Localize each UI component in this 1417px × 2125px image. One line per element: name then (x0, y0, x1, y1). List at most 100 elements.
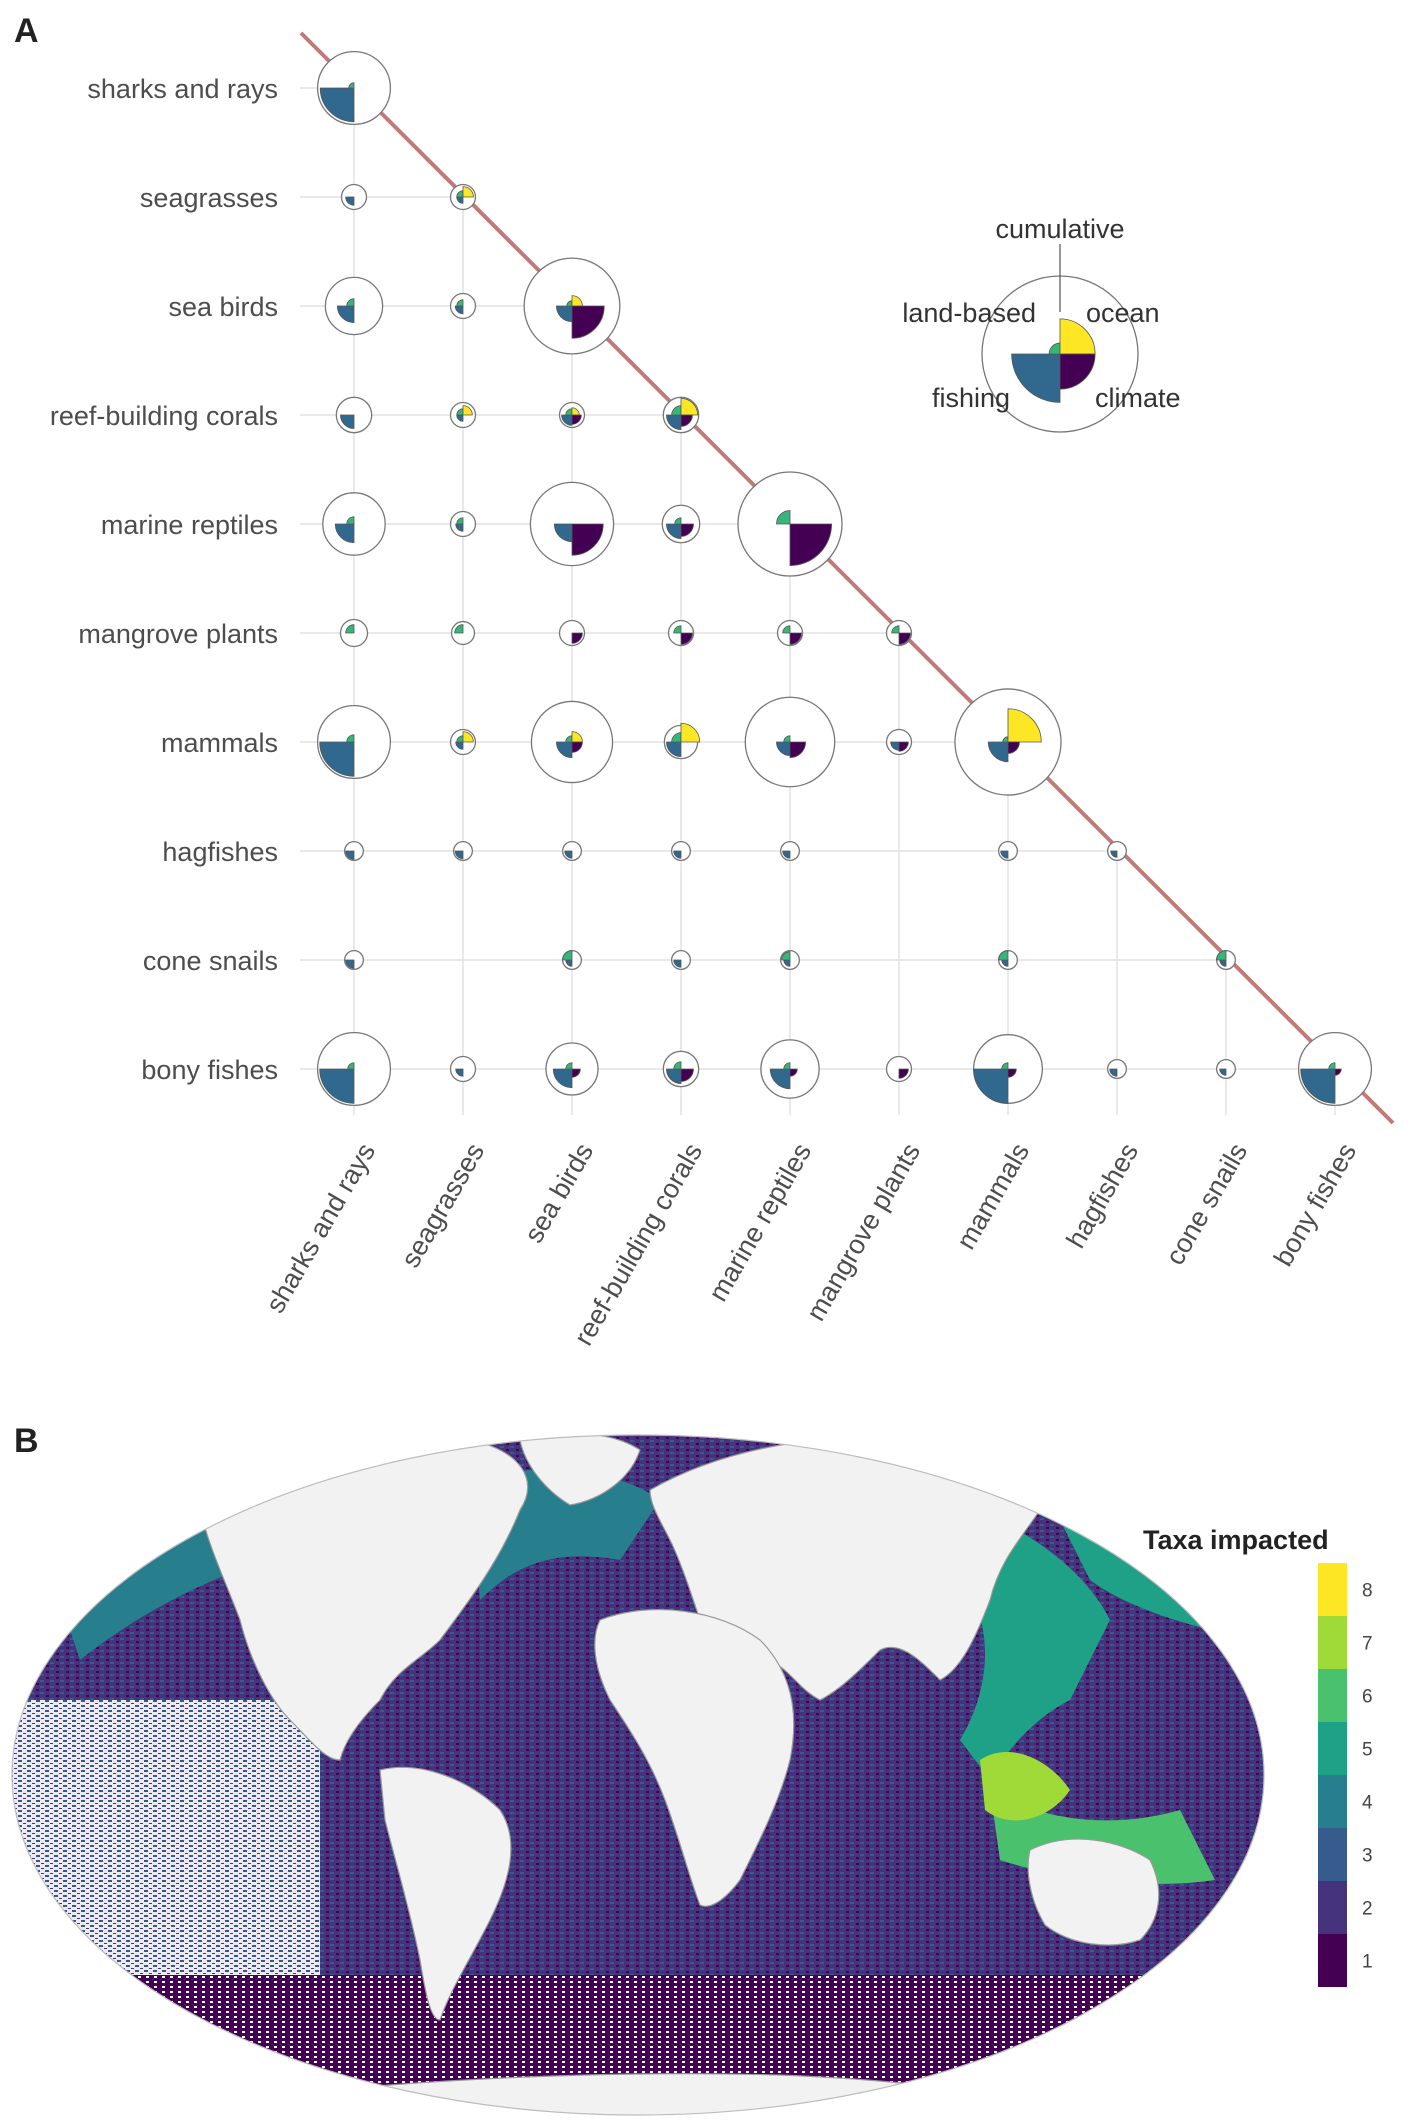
glyph-land-wedge (776, 510, 791, 525)
glyph-land-wedge (565, 1062, 573, 1070)
glyph-ocean-wedge (1007, 708, 1042, 743)
glyph-hagfishes-x-reef-building-corals (670, 840, 692, 862)
glyph-bony-fishes-x-seagrasses (449, 1055, 477, 1083)
glyph-fishing-wedge (454, 305, 464, 315)
glyph-fishing-wedge (336, 305, 355, 324)
matrix-grid (300, 87, 1336, 1115)
glyph-land-wedge (454, 624, 464, 634)
x-tick-sharks-and-rays: sharks and rays (260, 1138, 381, 1318)
coral-triangle (980, 1751, 1070, 1821)
glyph-climate-wedge (680, 523, 694, 537)
glyph-climate-wedge (789, 741, 807, 759)
glyph-land-wedge (998, 950, 1009, 961)
panel-a-letter: A (14, 12, 39, 50)
glyph-land-wedge (782, 625, 791, 634)
glyph-fishing-wedge (319, 87, 355, 123)
glyph-fishing-wedge (1110, 850, 1118, 858)
glyph-ocean-wedge (680, 722, 701, 743)
legend-glyph (981, 275, 1139, 433)
glyph-fishing-wedge (319, 1068, 355, 1104)
panel-b: B (11, 1422, 1373, 2116)
glyph-land-wedge (673, 1061, 682, 1070)
y-tick-marine-reptiles: marine reptiles (101, 510, 278, 540)
ocean-pacific-west (12, 1700, 320, 2000)
glyph-hagfishes-x-seagrasses (452, 840, 474, 862)
glyph-bony-fishes-x-marine-reptiles (760, 1039, 820, 1099)
glyph-matrix (316, 50, 1373, 1107)
glyph-sea-birds-x-sharks-and-rays (324, 276, 384, 336)
glyph-reef-building-corals-x-reef-building-corals (662, 396, 700, 434)
y-tick-mangrove-plants: mangrove plants (78, 619, 278, 649)
glyph-fishing-wedge (1109, 1068, 1118, 1077)
glyph-bony-fishes-x-sharks-and-rays (316, 1031, 392, 1107)
glyph-land-wedge (456, 299, 464, 307)
glyph-fishing-wedge (334, 523, 355, 544)
x-tick-bony-fishes: bony fishes (1268, 1138, 1362, 1271)
glyph-mangrove-plants-x-reef-building-corals (667, 619, 695, 647)
glyph-fishing-wedge (666, 1068, 682, 1084)
glyph-climate-wedge (571, 632, 583, 644)
glyph-sea-birds-x-seagrasses (449, 292, 477, 320)
glyph-mammals-x-sharks-and-rays (316, 704, 392, 780)
x-tick-labels: sharks and rays seagrasses sea birdsreef-b… (260, 1138, 1362, 1351)
glyph-climate-wedge (898, 1068, 909, 1079)
taxa-bin-3-swatch (1318, 1828, 1347, 1881)
taxa-bin-5-label: 5 (1362, 1740, 1373, 1761)
glyph-ocean-wedge (462, 731, 474, 743)
glyph-cone-snails-x-marine-reptiles (779, 949, 801, 971)
x-tick-seagrasses: seagrasses (395, 1138, 490, 1273)
glyph-fishing-wedge (564, 850, 573, 859)
taxa-bin-3-label: 3 (1362, 1846, 1373, 1867)
glyph-cone-snails-x-sea-birds (561, 949, 583, 971)
taxa-legend-bins: 1 2 3 4 5 6 7 8 (1318, 1563, 1373, 1987)
glyph-fishing-wedge (345, 850, 355, 860)
glyph-land-wedge (1216, 950, 1227, 961)
glyph-fishing-wedge (345, 959, 355, 969)
glyph-legend: cumulative land-based ocean fishing clim… (902, 214, 1181, 433)
glyph-fishing-wedge (1300, 1068, 1336, 1104)
glyph-climate-wedge (1007, 1068, 1017, 1078)
legend-climate-wedge (1059, 353, 1096, 390)
glyph-climate-wedge (898, 632, 911, 645)
glyph-land-wedge (783, 1062, 791, 1070)
x-tick-mangrove-plants: mangrove plants (800, 1138, 926, 1326)
glyph-cone-snails-x-reef-building-corals (670, 949, 692, 971)
taxa-bin-4-label: 4 (1362, 1793, 1373, 1814)
x-tick-marine-reptiles: marine reptiles (703, 1138, 818, 1306)
glyph-fishing-wedge (1219, 1068, 1227, 1076)
glyph-fishing-wedge (455, 523, 464, 532)
glyph-fishing-wedge (782, 850, 791, 859)
glyph-fishing-wedge (555, 741, 573, 759)
x-tick-sea-birds: sea birds (518, 1138, 599, 1248)
glyph-land-wedge (673, 625, 682, 634)
taxa-bin-6-label: 6 (1362, 1687, 1373, 1708)
glyph-sharks-and-rays-x-sharks-and-rays (316, 50, 392, 126)
x-tick-mammals: mammals (951, 1138, 1035, 1254)
glyph-reef-building-corals-x-sea-birds (558, 401, 586, 429)
y-tick-cone-snails: cone snails (143, 946, 278, 976)
glyph-fishing-wedge (769, 1068, 791, 1090)
land-greenland (519, 1435, 641, 1506)
glyph-mangrove-plants-x-marine-reptiles (776, 619, 804, 647)
glyph-bony-fishes-x-hagfishes (1106, 1058, 1128, 1080)
glyph-fishing-wedge (561, 414, 573, 426)
y-tick-sea-birds: sea birds (168, 292, 278, 322)
y-tick-seagrasses: seagrasses (140, 183, 278, 213)
glyph-fishing-wedge (666, 414, 682, 430)
glyph-climate-wedge (680, 414, 693, 427)
glyph-climate-wedge (1007, 741, 1020, 754)
y-tick-labels: sharks and rays seagrasses sea birds reef-b… (50, 74, 278, 1085)
glyph-marine-reptiles-x-sea-birds (529, 481, 615, 567)
glyph-climate-wedge (571, 414, 582, 425)
glyph-hagfishes-x-sea-birds (561, 840, 583, 862)
glyph-climate-wedge (571, 741, 583, 753)
glyph-mammals-x-sea-birds (530, 700, 614, 784)
glyph-land-wedge (348, 82, 355, 89)
glyph-ocean-wedge (680, 397, 699, 416)
glyph-land-wedge (562, 950, 573, 961)
glyph-fishing-wedge (455, 741, 464, 750)
glyph-ocean-wedge (462, 405, 473, 416)
taxa-bin-8-label: 8 (1362, 1581, 1373, 1602)
